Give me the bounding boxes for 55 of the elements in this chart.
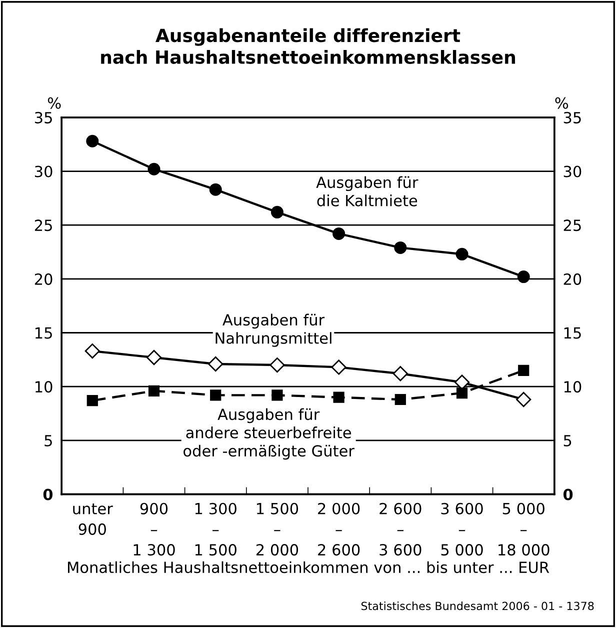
y2-tick-label: 0 bbox=[563, 488, 573, 500]
y-tick-label: 15 bbox=[36, 327, 52, 339]
x-tick-label: 3 600 – 5 000 bbox=[441, 502, 483, 556]
x-tick-label: unter 900 bbox=[73, 503, 113, 535]
x-tick-label: 5 000 – 18 000 bbox=[498, 502, 550, 556]
point bbox=[148, 385, 160, 396]
y-tick-label: 0 bbox=[43, 488, 53, 500]
point bbox=[331, 360, 346, 375]
y2-tick-label: 5 bbox=[564, 435, 572, 446]
point bbox=[209, 183, 222, 196]
point bbox=[394, 394, 406, 406]
point bbox=[518, 364, 530, 376]
y2-tick-label: 20 bbox=[564, 273, 582, 285]
point bbox=[86, 134, 99, 148]
x-tick-label: 1 300 – 1 500 bbox=[195, 502, 236, 556]
y2-tick-label: 15 bbox=[564, 327, 581, 339]
x-tick-label: 2 000 – 2 600 bbox=[318, 502, 360, 556]
point bbox=[86, 395, 98, 406]
annotation: Ausgaben für die Kaltmiete bbox=[316, 176, 418, 206]
point bbox=[208, 356, 224, 372]
point bbox=[148, 162, 160, 176]
point bbox=[272, 390, 283, 401]
point bbox=[517, 270, 530, 284]
point bbox=[210, 390, 222, 401]
x-axis-title: Monatliches Haushaltsnettoeinkommen von ... bis unter ... EUR bbox=[68, 561, 550, 574]
y2-tick-label: 30 bbox=[564, 166, 582, 178]
y2-tick-label: 35 bbox=[564, 112, 581, 124]
point bbox=[84, 343, 100, 359]
annotation: Ausgaben für Nahrungsmittel bbox=[216, 314, 332, 347]
y2-axis-title: % bbox=[555, 97, 568, 109]
point bbox=[270, 357, 285, 373]
point bbox=[146, 350, 162, 366]
y-tick-label: 5 bbox=[44, 435, 52, 446]
y-tick-label: 25 bbox=[34, 220, 52, 232]
y-tick-label: 10 bbox=[36, 381, 52, 393]
point bbox=[394, 241, 407, 254]
y-tick-label: 30 bbox=[34, 166, 52, 178]
x-tick-label: 2 600 – 3 600 bbox=[380, 502, 422, 556]
point bbox=[516, 392, 532, 408]
y-axis-title: % bbox=[48, 97, 61, 109]
text: Statistisches Bundesamt 2006 - 01 - 1378 bbox=[361, 602, 594, 610]
x-tick-label: 1 500 – 2 000 bbox=[256, 502, 298, 556]
y2-tick-label: 10 bbox=[564, 381, 582, 393]
y-tick-label: 20 bbox=[34, 273, 52, 285]
y2-tick-label: 25 bbox=[564, 220, 581, 232]
y-tick-label: 35 bbox=[34, 112, 52, 124]
annotation: Ausgaben für andere steuerbefreite oder -ermäßigte Güter bbox=[184, 408, 354, 460]
point bbox=[333, 392, 344, 403]
point bbox=[392, 366, 408, 382]
chart-title: Ausgabenanteile differenziert nach Haushaltsnettoeinkommensklassen bbox=[101, 28, 515, 64]
point bbox=[456, 248, 468, 260]
x-tick-label: 900 – 1 300 bbox=[134, 502, 175, 556]
point bbox=[332, 227, 346, 240]
point bbox=[270, 206, 284, 218]
point bbox=[456, 387, 468, 399]
